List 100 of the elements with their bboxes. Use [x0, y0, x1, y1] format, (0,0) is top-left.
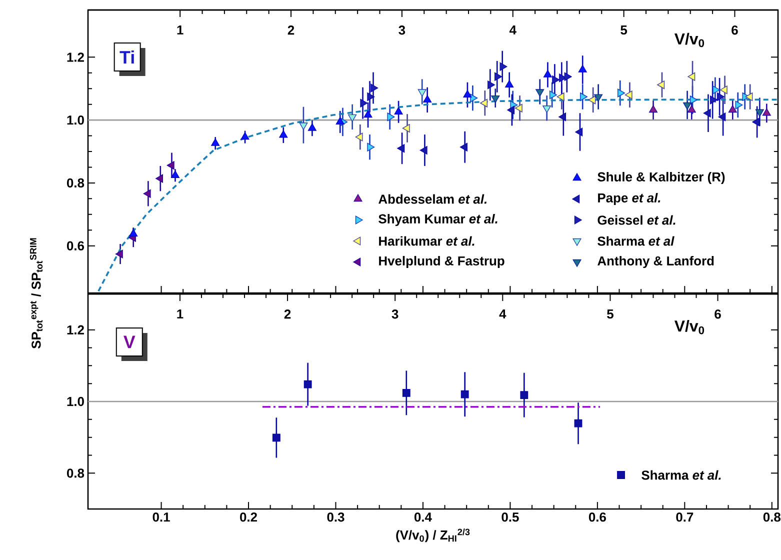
y-tick-label: 1.0	[67, 396, 84, 406]
point	[687, 105, 696, 113]
point	[387, 112, 395, 122]
point	[299, 122, 308, 130]
point	[624, 90, 632, 100]
x2-tick-label: 2	[288, 26, 294, 35]
point	[520, 391, 528, 399]
point	[588, 96, 596, 104]
x2-tick-label: 4	[509, 26, 516, 34]
point	[402, 124, 410, 132]
point	[394, 107, 403, 114]
point	[420, 146, 428, 154]
point	[507, 106, 515, 114]
point	[336, 117, 344, 125]
point	[304, 380, 312, 388]
point	[574, 419, 582, 428]
point	[156, 174, 163, 183]
y-tick-label: 0.8	[66, 178, 84, 188]
x-tick-label: 0.6	[588, 512, 606, 522]
x2-tick-label: 1	[177, 310, 184, 318]
x2-tick-label: 5	[607, 310, 614, 319]
point	[735, 100, 743, 110]
annotation: Ti	[120, 50, 134, 64]
point	[279, 130, 288, 138]
point	[712, 86, 720, 94]
x2-tick-label: 4	[499, 310, 506, 318]
point	[418, 89, 426, 97]
x2-tick-label: 3	[392, 310, 398, 319]
point	[552, 76, 560, 84]
x2-tick-label: 1	[177, 26, 184, 34]
legend-label: Harikumar et al.	[379, 236, 474, 246]
point	[364, 110, 372, 118]
point	[460, 390, 469, 398]
y-tick-label: 0.8	[66, 468, 84, 478]
point	[494, 72, 502, 81]
x-tick-label: 0.5	[502, 512, 519, 522]
legend-label: Shyam Kumar et al.	[378, 214, 498, 226]
point	[752, 118, 760, 126]
x-tick-label: 0.1	[152, 512, 170, 522]
point	[240, 132, 250, 140]
point	[211, 138, 220, 146]
point	[580, 92, 588, 102]
legend-label: Abdesselam et al.	[378, 194, 486, 204]
point	[480, 98, 488, 108]
point	[463, 90, 472, 98]
y-tick-label: 0.6	[66, 241, 84, 250]
x-axis-title: (V/v$_{0}$) / Z$_{HI}$2/3	[396, 528, 470, 542]
point	[710, 96, 718, 104]
point	[488, 80, 495, 90]
x-tick-label: 0.2	[240, 512, 257, 522]
point	[745, 92, 753, 102]
point	[272, 434, 280, 442]
point	[618, 88, 625, 98]
point	[170, 170, 180, 178]
legend-label: Shule & Kalbitzer (R)	[598, 172, 725, 184]
point	[423, 95, 432, 103]
legend-label: Hvelplund & Fastrup	[379, 256, 504, 268]
x-tick-label: 0.3	[327, 512, 344, 522]
point	[470, 94, 478, 102]
x2-tick-label: 2	[284, 310, 291, 319]
point	[549, 90, 557, 100]
point	[143, 189, 151, 198]
x2-tick-label: 5	[620, 26, 628, 35]
x-tick-label: 0.4	[414, 512, 432, 522]
point	[716, 92, 724, 102]
x-tick-label: 0.7	[676, 512, 694, 522]
legend-label: Geissel et al.	[598, 215, 676, 225]
point	[542, 106, 552, 113]
point	[649, 105, 658, 113]
x2-tick-label: 3	[398, 26, 406, 35]
point	[657, 80, 665, 90]
y-tick-label: 1.2	[67, 52, 84, 62]
point	[556, 92, 564, 102]
point	[718, 112, 726, 122]
point	[543, 70, 552, 78]
x2-tick-label: 6	[714, 310, 721, 319]
point	[578, 64, 587, 72]
point	[505, 80, 514, 88]
point	[690, 96, 698, 104]
point	[703, 108, 711, 118]
point	[397, 144, 405, 153]
point	[688, 72, 696, 81]
annotation: V	[124, 336, 136, 348]
point	[514, 104, 522, 112]
point	[367, 92, 375, 102]
point	[308, 123, 316, 131]
point	[166, 161, 174, 170]
point	[348, 114, 357, 122]
x2-axis-title: V/v$_{0}$	[674, 32, 704, 48]
point	[728, 105, 737, 113]
y-axis-title: SP$_{tot}$$^{expt}$ / SP$_{tot}$SRIM	[30, 238, 43, 349]
point	[355, 132, 363, 142]
point	[370, 84, 378, 92]
point	[491, 95, 500, 103]
point	[460, 142, 468, 152]
point	[755, 109, 764, 117]
point	[762, 108, 771, 116]
legend-label: Anthony & Lanford	[598, 256, 714, 268]
point	[594, 94, 603, 102]
legend-label: Pape et al.	[598, 192, 660, 206]
